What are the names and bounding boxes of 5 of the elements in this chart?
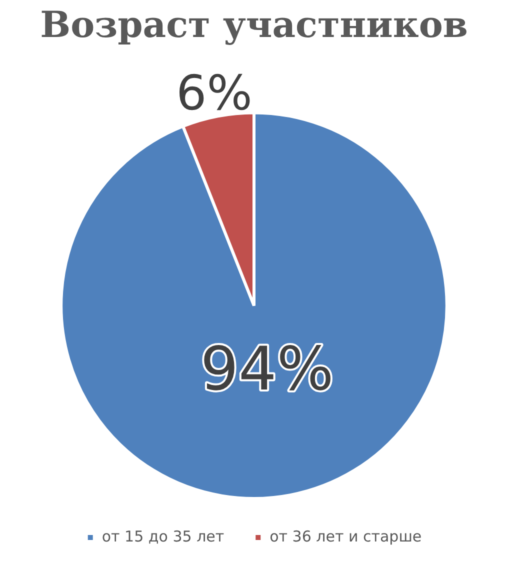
legend-label: от 15 до 35 лет xyxy=(102,527,224,546)
legend-label: от 36 лет и старше xyxy=(270,527,422,546)
chart-title: Возраст участников xyxy=(40,4,468,46)
data-label: 6% xyxy=(176,66,252,122)
data-label: 94% xyxy=(200,334,334,404)
